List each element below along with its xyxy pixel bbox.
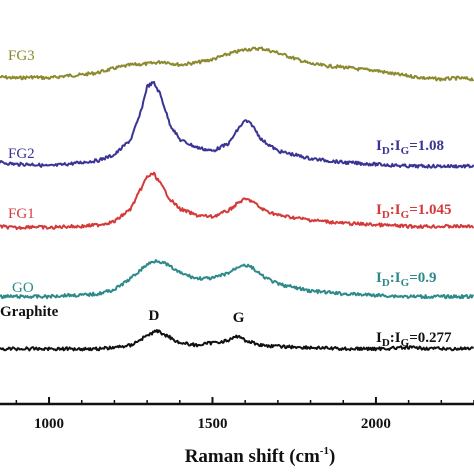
x-axis-title: Raman shift (cm-1) xyxy=(185,445,336,467)
peak-label-d: D xyxy=(148,308,159,324)
series-labels-group: FG3 FG2 FG1 GO Graphite xyxy=(0,48,59,320)
ratio-part-1: D xyxy=(382,209,390,221)
x-tick-label: 1000 xyxy=(34,416,64,432)
series-label-fg1: FG1 xyxy=(8,206,35,222)
series-line-fg1 xyxy=(0,171,474,231)
ratio-part-1: D xyxy=(382,145,390,157)
series-label-fg3: FG3 xyxy=(8,48,35,64)
ratio-label-fg2: ID:IG=1.08 xyxy=(376,138,444,157)
series-label-fg2: FG2 xyxy=(8,146,35,162)
ratio-part-0: I xyxy=(376,138,382,154)
ratio-part-1: D xyxy=(382,277,390,289)
series-line-graphite xyxy=(0,329,474,352)
ratio-part-2: :I xyxy=(390,138,401,154)
ratio-label-go: ID:IG=0.9 xyxy=(376,270,437,289)
x-axis-title-superscript: -1 xyxy=(320,445,329,457)
ratio-part-4: =0.9 xyxy=(409,270,436,286)
series-label-go: GO xyxy=(12,280,34,296)
x-ticks-group: 1000 1500 2000 xyxy=(15,397,474,432)
ratio-part-3: G xyxy=(401,145,410,157)
ratio-part-3: G xyxy=(401,277,410,289)
ratio-part-4: =1.08 xyxy=(409,138,444,154)
series-line-fg3 xyxy=(0,46,474,82)
ratio-part-0: I xyxy=(376,270,382,286)
x-tick-label: 2000 xyxy=(361,416,391,432)
x-axis-title-main: Raman shift (cm xyxy=(185,446,320,467)
ratio-part-3: G xyxy=(401,209,410,221)
series-line-go xyxy=(0,259,474,300)
ratio-part-2: :I xyxy=(390,330,401,346)
ratio-part-0: I xyxy=(376,202,382,218)
ratio-part-4: =1.045 xyxy=(409,202,451,218)
ratio-label-graphite: ID:IG=0.277 xyxy=(376,330,452,349)
ratio-label-fg1: ID:IG=1.045 xyxy=(376,202,452,221)
x-tick-label: 1500 xyxy=(197,416,227,432)
peak-label-g: G xyxy=(233,310,245,326)
series-line-fg2 xyxy=(0,80,474,169)
series-label-graphite: Graphite xyxy=(0,304,59,320)
ratio-part-2: :I xyxy=(390,270,401,286)
ratio-labels-group: ID:IG=1.08ID:IG=1.045ID:IG=0.9ID:IG=0.27… xyxy=(376,138,452,349)
ratio-part-2: :I xyxy=(390,202,401,218)
x-axis-title-close: ) xyxy=(329,446,335,467)
ratio-part-0: I xyxy=(376,330,382,346)
ratio-part-4: =0.277 xyxy=(409,330,452,346)
ratio-part-1: D xyxy=(382,337,390,349)
spectra-group xyxy=(0,46,474,352)
ratio-part-3: G xyxy=(401,337,410,349)
